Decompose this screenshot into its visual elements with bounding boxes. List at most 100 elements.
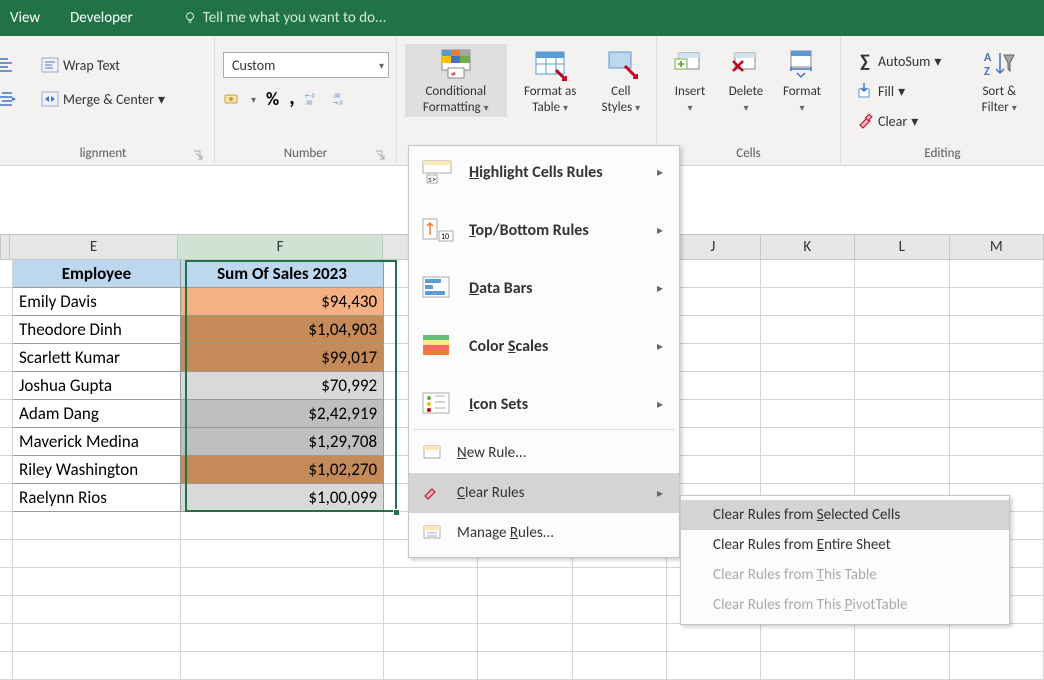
cell[interactable]: Scarlett Kumar <box>13 344 181 372</box>
cell[interactable] <box>384 624 478 652</box>
cell[interactable] <box>950 624 1044 652</box>
cell[interactable] <box>855 652 949 680</box>
cell[interactable] <box>855 456 949 484</box>
cell[interactable] <box>950 400 1044 428</box>
cell[interactable] <box>13 652 181 680</box>
sort-filter-button[interactable]: AZ Sort & Filter ▾ <box>962 44 1036 117</box>
alignment-launcher-icon[interactable] <box>192 149 204 161</box>
cell[interactable]: Theodore Dinh <box>13 316 181 344</box>
cell[interactable] <box>181 512 384 540</box>
autosum-button[interactable]: ∑ AutoSum ▾ <box>849 48 948 74</box>
cell[interactable] <box>667 428 761 456</box>
cell[interactable] <box>761 372 855 400</box>
percent-button[interactable]: % <box>266 88 279 110</box>
cell[interactable] <box>761 316 855 344</box>
cell[interactable]: Sum Of Sales 2023 <box>181 260 384 288</box>
merge-center-button[interactable]: Merge & Center ▾ <box>34 86 172 112</box>
cell[interactable]: $1,04,903 <box>181 316 384 344</box>
cell[interactable] <box>950 428 1044 456</box>
cell[interactable] <box>13 596 181 624</box>
cf-highlight-cells[interactable]: ≤> HHighlight Cells Rulesighlight Cells … <box>409 150 679 194</box>
cell[interactable]: $1,29,708 <box>181 428 384 456</box>
cell[interactable] <box>855 400 949 428</box>
cell[interactable] <box>13 512 181 540</box>
cell[interactable] <box>181 624 384 652</box>
cell[interactable]: Raelynn Rios <box>13 484 181 512</box>
cell[interactable] <box>573 624 667 652</box>
cell[interactable] <box>855 428 949 456</box>
column-header[interactable]: L <box>855 234 949 260</box>
cell[interactable] <box>667 652 761 680</box>
tab-view[interactable]: View <box>10 9 40 27</box>
cell[interactable] <box>13 568 181 596</box>
decrease-decimal-icon[interactable]: .00→.0 <box>333 90 351 108</box>
number-launcher-icon[interactable] <box>374 149 386 161</box>
cell[interactable] <box>667 288 761 316</box>
cell[interactable]: $99,017 <box>181 344 384 372</box>
number-format-combo[interactable]: Custom ▾ <box>223 52 389 78</box>
increase-decimal-icon[interactable]: ←.0.00 <box>305 90 323 108</box>
cell[interactable] <box>667 400 761 428</box>
cf-top-bottom[interactable]: 10 Top/Bottom Rules ▸ <box>409 208 679 252</box>
cell[interactable] <box>950 456 1044 484</box>
format-button[interactable]: Format▾ <box>777 44 827 117</box>
cell[interactable]: $1,00,099 <box>181 484 384 512</box>
cell[interactable]: $70,992 <box>181 372 384 400</box>
cell[interactable] <box>855 624 949 652</box>
cell[interactable] <box>384 568 478 596</box>
cell[interactable]: Joshua Gupta <box>13 372 181 400</box>
cell[interactable] <box>855 316 949 344</box>
fill-handle[interactable] <box>393 509 400 516</box>
cell[interactable]: Riley Washington <box>13 456 181 484</box>
cell[interactable] <box>667 316 761 344</box>
cell[interactable] <box>667 344 761 372</box>
cell[interactable] <box>761 344 855 372</box>
cell[interactable]: Employee <box>13 260 181 288</box>
cell[interactable] <box>761 456 855 484</box>
cell[interactable] <box>573 568 667 596</box>
cell[interactable] <box>573 596 667 624</box>
conditional-formatting-button[interactable]: ≠ Conditional Formatting ▾ <box>405 44 507 117</box>
cell[interactable] <box>478 652 572 680</box>
insert-button[interactable]: Insert▾ <box>665 44 715 117</box>
cell[interactable]: Adam Dang <box>13 400 181 428</box>
cell[interactable] <box>855 260 949 288</box>
cell[interactable]: Maverick Medina <box>13 428 181 456</box>
tab-developer[interactable]: Developer <box>70 9 133 27</box>
column-header[interactable]: F <box>178 234 382 260</box>
clear-button[interactable]: Clear ▾ <box>849 108 948 134</box>
cell[interactable] <box>478 596 572 624</box>
delete-button[interactable]: Delete▾ <box>721 44 771 117</box>
cell[interactable] <box>950 372 1044 400</box>
cell[interactable] <box>181 568 384 596</box>
cell[interactable] <box>761 428 855 456</box>
cell[interactable] <box>478 568 572 596</box>
cell[interactable]: $94,430 <box>181 288 384 316</box>
currency-icon[interactable] <box>223 90 241 108</box>
cell[interactable] <box>761 400 855 428</box>
comma-button[interactable]: , <box>289 83 295 110</box>
cell[interactable] <box>855 344 949 372</box>
cell[interactable] <box>855 372 949 400</box>
cell[interactable] <box>950 316 1044 344</box>
fill-button[interactable]: Fill ▾ <box>849 78 948 104</box>
cell-styles-button[interactable]: Cell Styles ▾ <box>594 44 648 117</box>
cf-manage-rules[interactable]: Manage Rules... <box>409 513 679 553</box>
cell[interactable] <box>478 624 572 652</box>
cf-new-rule[interactable]: New Rule... <box>409 433 679 473</box>
cell[interactable] <box>667 624 761 652</box>
cell[interactable] <box>761 260 855 288</box>
cf-clear-rules[interactable]: Clear Rules ▸ <box>409 473 679 513</box>
cell[interactable] <box>13 540 181 568</box>
cell[interactable] <box>950 652 1044 680</box>
currency-dropdown-icon[interactable]: ▾ <box>251 93 256 106</box>
cell[interactable] <box>13 624 181 652</box>
cell[interactable] <box>950 344 1044 372</box>
cell[interactable] <box>573 652 667 680</box>
cf-color-scales[interactable]: Color Scales ▸ <box>409 324 679 368</box>
cell[interactable] <box>181 596 384 624</box>
cell[interactable] <box>667 456 761 484</box>
cf-data-bars[interactable]: Data Bars ▸ <box>409 266 679 310</box>
column-header[interactable]: E <box>10 234 179 260</box>
cell[interactable] <box>384 652 478 680</box>
